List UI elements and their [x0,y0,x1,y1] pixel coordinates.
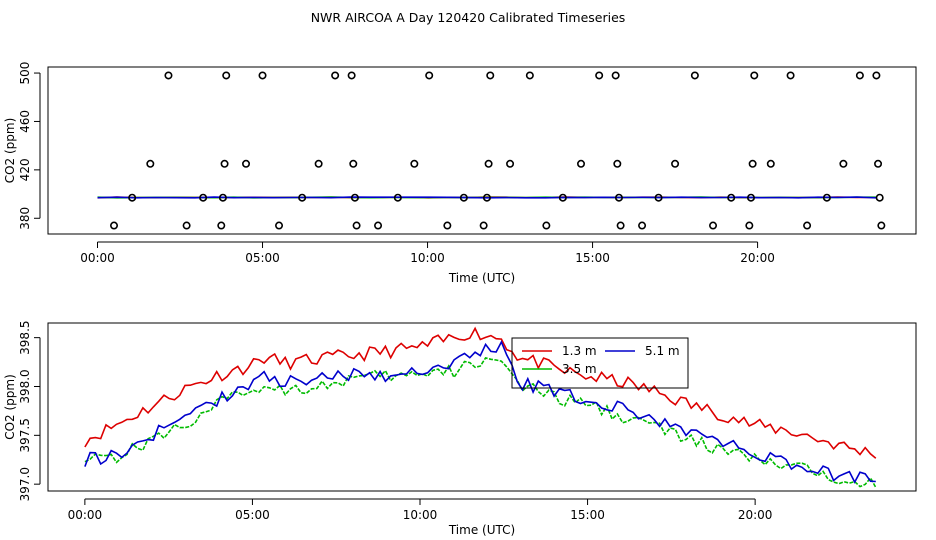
data-point [613,159,622,168]
x-tick-label: 15:00 [575,251,610,265]
series-line-13m [84,326,877,459]
data-point [872,71,881,80]
x-tick-label: 10:00 [403,508,438,522]
line-panel: 00:00 05:00 10:00 15:00 20:00 Time (UTC) 397.0… [3,320,917,537]
data-point [595,71,604,80]
y-tick-label: 397.5 [18,418,32,452]
data-point [839,159,848,168]
data-point [690,71,699,80]
data-point [425,71,434,80]
data-point [220,159,229,168]
data-point [146,159,155,168]
data-point [275,221,284,230]
data-point [350,193,359,202]
data-point [164,71,173,80]
data-point [352,221,361,230]
data-point [638,221,647,230]
x-tick-label: 00:00 [80,251,115,265]
data-point [874,159,883,168]
data-point [298,193,307,202]
data-point [727,193,736,202]
data-point [786,71,795,80]
data-point [393,193,402,202]
data-point [875,193,884,202]
data-point [577,159,586,168]
legend-box [511,337,689,389]
y-tick-label: 460 [18,110,32,133]
legend-label: 3.5 m [562,362,597,376]
data-point [709,221,718,230]
series-line-35m [84,356,877,488]
data-point [746,193,755,202]
data-point [182,221,191,230]
data-point [222,71,231,80]
data-point [443,221,452,230]
data-point [258,71,267,80]
x-tick-label: 00:00 [68,508,103,522]
data-point [558,193,567,202]
legend-label: 1.3 m [562,344,597,358]
data-point [822,193,831,202]
data-point [242,159,251,168]
data-point [482,193,491,202]
y-tick-label: 420 [18,158,32,181]
data-point [671,159,680,168]
data-point [331,71,340,80]
data-point [614,193,623,202]
data-point [479,221,488,230]
data-point [484,159,493,168]
data-point [877,221,886,230]
data-point [750,71,759,80]
data-point [803,221,812,230]
data-point [654,193,663,202]
x-tick-label: 20:00 [740,251,775,265]
data-point [611,71,620,80]
y-tick-label: 380 [18,207,32,230]
data-point [217,221,226,230]
data-point [199,193,208,202]
data-point [855,71,864,80]
x-tick-label: 10:00 [410,251,445,265]
y-tick-label: 398.0 [18,369,32,403]
data-point [347,71,356,80]
data-point [128,193,137,202]
x-tick-label: 20:00 [738,508,773,522]
data-point [745,221,754,230]
x-tick-label: 05:00 [245,251,280,265]
legend-label: 5.1 m [645,344,680,358]
y-tick-label: 398.5 [18,320,32,354]
plot-frame [47,66,917,235]
data-point [616,221,625,230]
data-point [314,159,323,168]
series-line-51m [84,340,876,484]
data-point [110,221,119,230]
y-tick-label: 397.0 [18,467,32,501]
data-point [542,221,551,230]
y-axis-label: CO2 (ppm) [3,374,17,440]
data-point [218,193,227,202]
data-point [748,159,757,168]
data-point [766,159,775,168]
plot-frame [47,322,917,492]
x-tick-label: 05:00 [235,508,270,522]
data-point [459,193,468,202]
data-point [506,159,515,168]
x-tick-label: 15:00 [570,508,605,522]
y-tick-label: 500 [18,62,32,85]
x-axis-label: Time (UTC) [448,271,515,285]
x-axis-label: Time (UTC) [448,523,515,537]
y-axis-label: CO2 (ppm) [3,118,17,184]
figure-title: NWR AIRCOA A Day 120420 Calibrated Times… [311,10,626,25]
scatter-panel: 00:00 05:00 10:00 15:00 20:00 Time (UTC) 380 42… [3,62,917,285]
data-point [349,159,358,168]
data-point [374,221,383,230]
series-line-51m [97,196,877,199]
data-point [410,159,419,168]
data-point [486,71,495,80]
data-point [525,71,534,80]
